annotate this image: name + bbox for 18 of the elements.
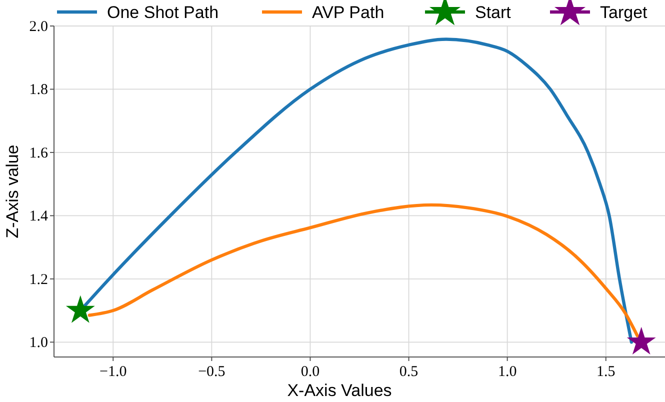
y-tick-label: 1.6: [29, 145, 48, 162]
y-axis-title: Z-Axis value: [3, 144, 22, 238]
x-axis-title: X-Axis Values: [287, 381, 392, 400]
legend-label: Target: [600, 3, 648, 22]
x-tick-label: 1.0: [498, 364, 517, 380]
legend-label: Start: [475, 3, 512, 22]
x-tick-label: −1.0: [100, 364, 127, 380]
y-tick-label: 1.2: [29, 272, 48, 288]
legend-label: AVP Path: [312, 3, 384, 22]
x-tick-label: 0.0: [300, 364, 320, 380]
x-tick-label: 0.5: [399, 364, 418, 380]
x-tick-label: 1.5: [596, 364, 616, 380]
x-tick-label: −0.5: [198, 364, 226, 380]
y-tick-label: 1.4: [29, 208, 48, 225]
legend-label: One Shot Path: [107, 3, 219, 22]
y-tick-label: 2.0: [29, 19, 48, 35]
y-tick-label: 1.8: [29, 82, 48, 98]
y-tick-label: 1.0: [29, 335, 48, 352]
